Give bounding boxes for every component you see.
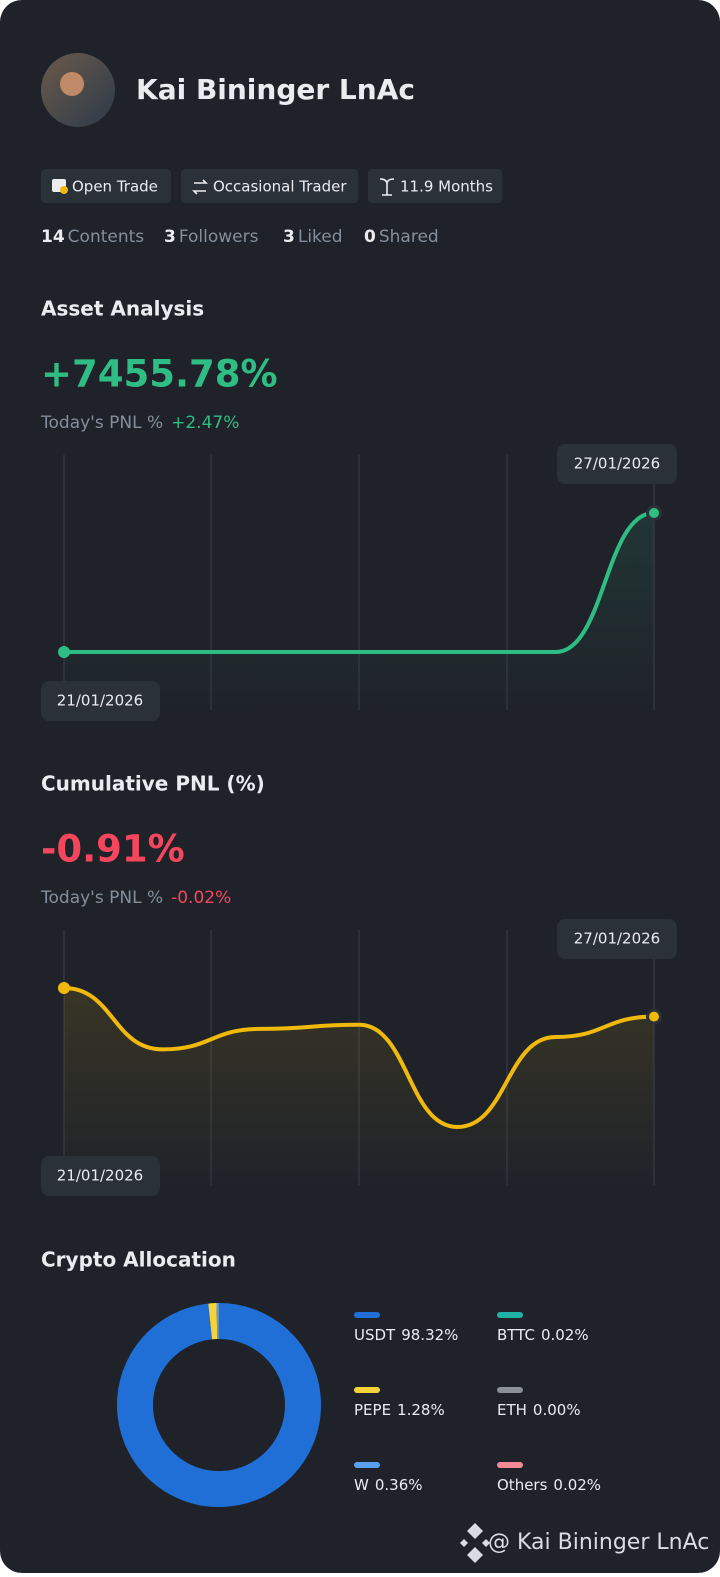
legend-swatch xyxy=(497,1462,523,1468)
legend-value: 0.36% xyxy=(375,1476,423,1494)
pnl-label: Today's PNL % xyxy=(40,888,163,908)
stat-count: 0 xyxy=(364,227,376,247)
legend-item: ETH 0.00% xyxy=(497,1401,581,1419)
stat-count: 3 xyxy=(283,227,295,247)
section-title: Cumulative PNL (%) xyxy=(41,772,265,796)
pnl-row: Today's PNL % -0.02% xyxy=(40,888,231,908)
headline-value: +7455.78% xyxy=(41,353,278,396)
legend-name: USDT xyxy=(354,1326,396,1344)
stat-count: 14 xyxy=(41,227,65,247)
stat-count: 3 xyxy=(164,227,176,247)
tag-text: 11.9 Months xyxy=(400,178,493,196)
legend-item: PEPE 1.28% xyxy=(354,1401,445,1419)
user-name: Kai Bininger LnAc xyxy=(136,73,415,106)
end-date: 27/01/2026 xyxy=(574,930,660,948)
legend-name: BTTC xyxy=(497,1326,535,1344)
legend-value: 0.00% xyxy=(533,1401,581,1419)
stat-label: Liked xyxy=(298,227,343,247)
legend-name: W xyxy=(354,1476,369,1494)
legend-item: BTTC 0.02% xyxy=(497,1326,589,1344)
tag-text: Open Trade xyxy=(72,178,158,196)
tag-icon-badge xyxy=(60,186,68,194)
legend-name: Others xyxy=(497,1476,548,1494)
legend-swatch xyxy=(354,1462,380,1468)
legend-swatch xyxy=(354,1387,380,1393)
pnl-change: -0.02% xyxy=(171,888,231,908)
start-dot xyxy=(58,646,70,658)
stat-label: Contents xyxy=(68,227,145,247)
stat-label: Shared xyxy=(379,227,439,247)
legend-swatch xyxy=(497,1312,523,1318)
legend-name: ETH xyxy=(497,1401,527,1419)
legend-value: 0.02% xyxy=(541,1326,589,1344)
end-dot-core xyxy=(649,1012,659,1022)
end-date: 27/01/2026 xyxy=(574,455,660,473)
start-dot xyxy=(58,982,70,994)
headline-value: -0.91% xyxy=(41,828,185,871)
start-date: 21/01/2026 xyxy=(57,1167,143,1185)
watermark: @ Kai Bininger LnAc xyxy=(488,1530,709,1555)
pnl-change: +2.47% xyxy=(171,413,239,433)
section-title: Asset Analysis xyxy=(41,297,204,321)
legend-value: 98.32% xyxy=(401,1326,458,1344)
legend-swatch xyxy=(354,1312,380,1318)
stat-label: Followers xyxy=(179,227,259,247)
legend-name: PEPE xyxy=(354,1401,391,1419)
pnl-label: Today's PNL % xyxy=(40,413,163,433)
tag: Occasional Trader xyxy=(181,169,358,203)
section-title: Crypto Allocation xyxy=(41,1248,236,1272)
start-date: 21/01/2026 xyxy=(57,692,143,710)
tag: 11.9 Months xyxy=(368,169,502,203)
pnl-row: Today's PNL % +2.47% xyxy=(40,413,239,433)
legend-value: 1.28% xyxy=(397,1401,445,1419)
tag: Open Trade xyxy=(41,169,171,203)
avatar-face xyxy=(60,72,84,96)
legend-value: 0.02% xyxy=(553,1476,601,1494)
end-dot-core xyxy=(649,508,659,518)
legend-item: W 0.36% xyxy=(354,1476,423,1494)
legend-swatch xyxy=(497,1387,523,1393)
tag-text: Occasional Trader xyxy=(213,178,347,196)
legend-item: USDT 98.32% xyxy=(354,1326,458,1344)
